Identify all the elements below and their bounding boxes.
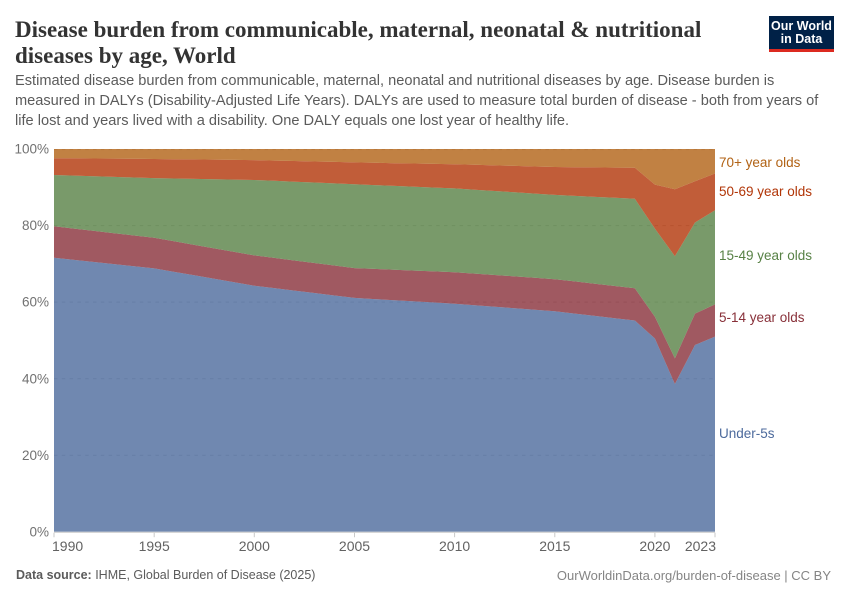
svg-text:1990: 1990	[52, 538, 83, 554]
svg-text:40%: 40%	[22, 371, 49, 386]
svg-text:5-14 year olds: 5-14 year olds	[719, 310, 805, 325]
svg-text:2020: 2020	[639, 538, 670, 554]
svg-text:70+ year olds: 70+ year olds	[719, 155, 801, 170]
svg-text:50-69 year olds: 50-69 year olds	[719, 184, 812, 199]
svg-text:60%: 60%	[22, 295, 49, 310]
svg-text:0%: 0%	[29, 524, 49, 539]
svg-text:80%: 80%	[22, 218, 49, 233]
svg-text:2005: 2005	[339, 538, 370, 554]
svg-text:2000: 2000	[239, 538, 270, 554]
svg-text:2023: 2023	[685, 538, 716, 554]
svg-text:100%: 100%	[14, 142, 49, 157]
svg-text:2015: 2015	[539, 538, 570, 554]
svg-text:Under-5s: Under-5s	[719, 426, 775, 441]
svg-text:15-49 year olds: 15-49 year olds	[719, 248, 812, 263]
svg-text:1995: 1995	[139, 538, 170, 554]
svg-text:20%: 20%	[22, 448, 49, 463]
svg-text:2010: 2010	[439, 538, 470, 554]
